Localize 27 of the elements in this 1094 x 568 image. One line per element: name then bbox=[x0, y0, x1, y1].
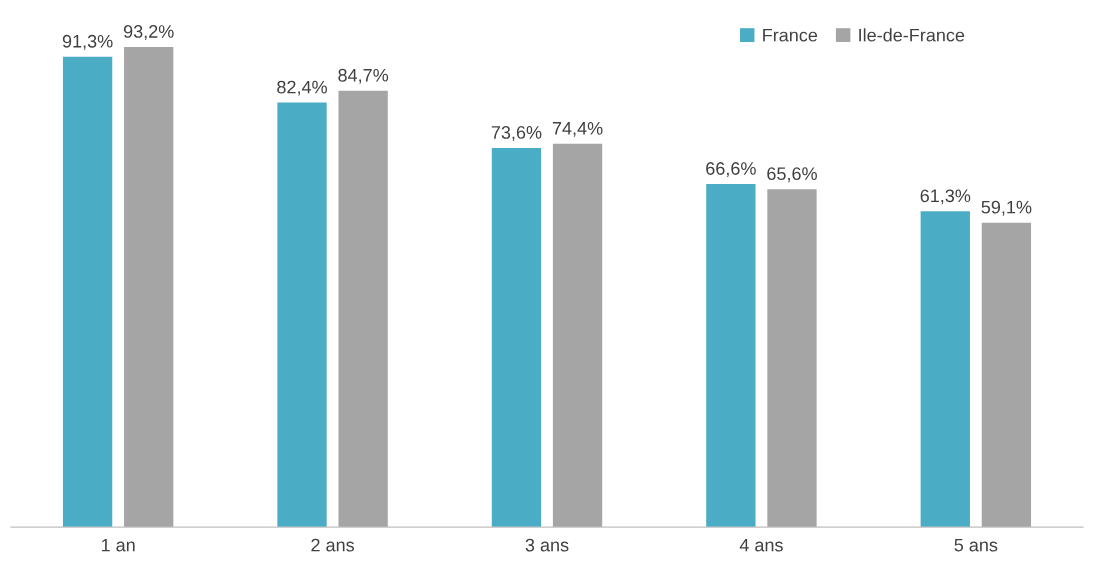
bar bbox=[706, 184, 756, 528]
data-label: 84,7% bbox=[338, 68, 389, 84]
legend-label: France bbox=[763, 28, 818, 42]
data-label: 73,6% bbox=[491, 126, 542, 141]
bar bbox=[277, 102, 327, 528]
x-tick-label: 5 ans bbox=[954, 538, 998, 552]
x-tick-label: 4 ans bbox=[739, 538, 783, 552]
bar bbox=[62, 56, 113, 528]
bar bbox=[491, 147, 542, 528]
data-label: 61,3% bbox=[920, 189, 971, 205]
bar bbox=[552, 143, 603, 528]
x-tick-label: 3 ans bbox=[525, 538, 569, 552]
bar bbox=[981, 222, 1032, 528]
x-tick-label: 1 an bbox=[101, 538, 135, 552]
data-label: 59,1% bbox=[981, 200, 1032, 216]
legend-label: Ile-de-France bbox=[859, 28, 965, 42]
data-label: 91,3% bbox=[62, 34, 113, 50]
data-label: 74,4% bbox=[552, 122, 603, 137]
x-tick-label: 2 ans bbox=[311, 538, 355, 552]
bar bbox=[124, 46, 174, 528]
data-label: 66,6% bbox=[706, 162, 756, 178]
data-label: 93,2% bbox=[123, 25, 174, 40]
bar bbox=[338, 90, 388, 528]
bar bbox=[767, 189, 817, 528]
bar bbox=[920, 211, 970, 528]
data-label: 65,6% bbox=[767, 167, 817, 183]
data-label: 82,4% bbox=[277, 80, 327, 96]
